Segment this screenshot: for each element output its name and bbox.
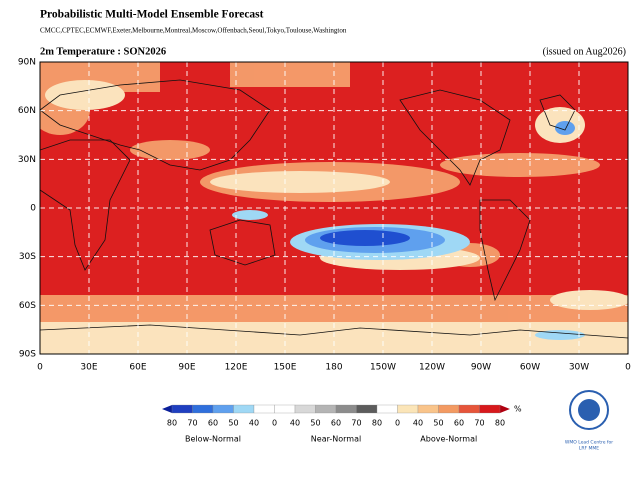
logo-text: WMO Lead Centre for <box>565 440 613 446</box>
lon-label: 0 <box>625 363 631 373</box>
lat-label: 60S <box>19 301 36 311</box>
lon-label: 90E <box>178 363 195 373</box>
lat-label: 0 <box>30 204 36 214</box>
category-label: Above-Normal <box>420 435 477 444</box>
colorbar-unit: % <box>514 405 522 414</box>
colorbar-tick: 40 <box>290 419 300 428</box>
colorbar-segment <box>397 404 419 414</box>
colorbar-segment <box>212 404 234 414</box>
colorbar-tick: 40 <box>249 419 259 428</box>
lon-label: 120E <box>225 363 248 373</box>
lat-label: 60N <box>18 106 36 116</box>
colorbar-tick: 80 <box>495 419 505 428</box>
colorbar-low <box>162 405 172 413</box>
lon-label: 150W <box>370 363 396 373</box>
colorbar-tick: 70 <box>187 419 197 428</box>
colorbar-tick: 50 <box>228 419 238 428</box>
variable: 2m Temperature : SON2026 <box>40 46 166 57</box>
lon-label: 60E <box>129 363 146 373</box>
issued: (issued on Aug2026) <box>543 46 626 57</box>
colorbar-segment <box>171 404 193 414</box>
colorbar-segment <box>294 404 316 414</box>
lon-label: 150E <box>274 363 297 373</box>
category-label: Near-Normal <box>311 435 361 444</box>
colorbar-tick: 0 <box>395 419 400 428</box>
colorbar-segment <box>356 404 378 414</box>
subtitle: CMCC,CPTEC,ECMWF,Exeter,Melbourne,Montre… <box>40 27 347 35</box>
colorbar-tick: 50 <box>433 419 443 428</box>
colorbar-tick: 60 <box>454 419 464 428</box>
logo-text: LRF MME <box>579 446 599 452</box>
colorbar-segment <box>253 404 275 414</box>
colorbar-tick: 80 <box>372 419 382 428</box>
colorbar-segment <box>233 404 255 414</box>
logo-globe <box>578 399 600 421</box>
lon-label: 30W <box>569 363 589 373</box>
colorbar-tick: 60 <box>208 419 218 428</box>
lat-label: 90S <box>19 350 36 360</box>
colorbar-tick: 50 <box>310 419 320 428</box>
colorbar-tick: 70 <box>351 419 361 428</box>
logo: WMO Lead Centre for LRF MME <box>565 390 613 452</box>
lon-label: 180 <box>325 363 342 373</box>
lat-label: 90N <box>18 58 36 68</box>
lat-label: 30N <box>18 155 36 165</box>
lon-label: 30E <box>80 363 97 373</box>
title: Probabilistic Multi-Model Ensemble Forec… <box>40 9 264 21</box>
colorbar-tick: 70 <box>474 419 484 428</box>
lon-label: 120W <box>419 363 445 373</box>
colorbar-segment <box>315 404 337 414</box>
colorbar-tick: 60 <box>331 419 341 428</box>
colorbar-tick: 0 <box>272 419 277 428</box>
colorbar-segment <box>192 404 214 414</box>
lon-label: 60W <box>520 363 540 373</box>
colorbar-high <box>500 405 510 413</box>
map-frame <box>39 61 629 355</box>
colorbar-tick: 80 <box>167 419 177 428</box>
lat-label: 30S <box>19 252 36 262</box>
colorbar-segment <box>479 404 501 414</box>
colorbar-segment <box>417 404 439 414</box>
colorbar-segment <box>335 404 357 414</box>
colorbar-segment <box>438 404 460 414</box>
colorbar-segment <box>458 404 480 414</box>
lon-label: 90W <box>471 363 491 373</box>
lon-label: 0 <box>37 363 43 373</box>
colorbar-segment <box>376 404 398 414</box>
category-label: Below-Normal <box>185 435 241 444</box>
colorbar-tick: 40 <box>413 419 423 428</box>
colorbar-segment <box>274 404 296 414</box>
graticule <box>40 62 628 354</box>
